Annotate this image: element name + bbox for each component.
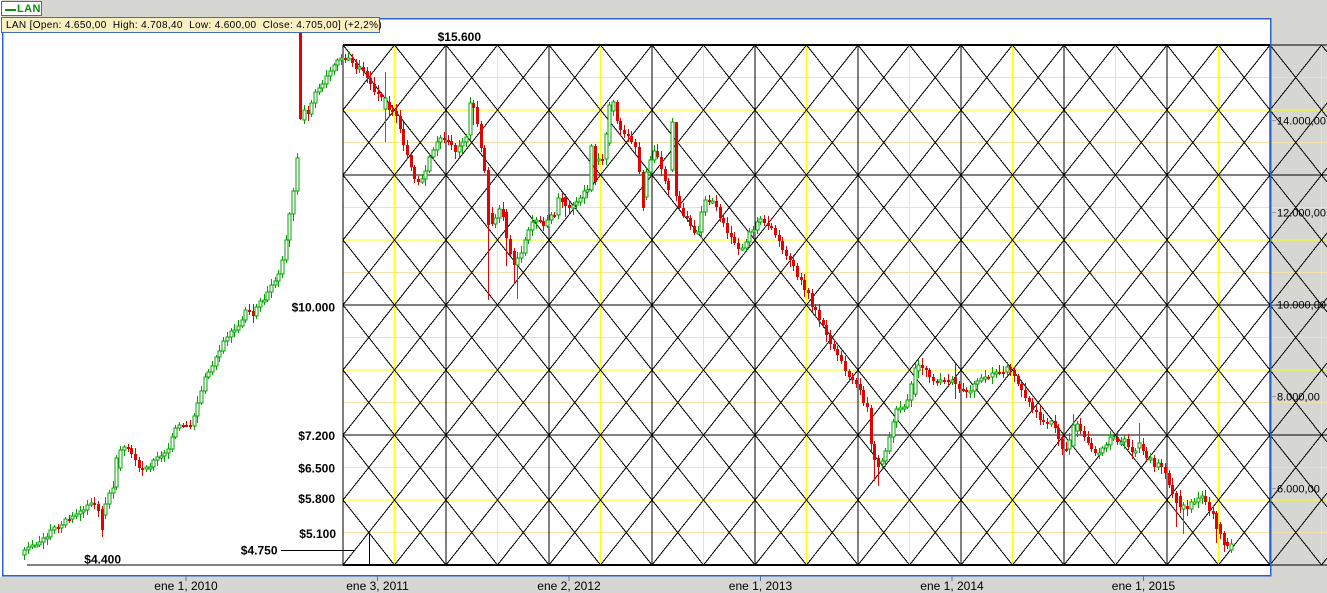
svg-text:ene 1, 2010: ene 1, 2010 (154, 579, 218, 593)
svg-text:$15.600: $15.600 (438, 30, 482, 44)
svg-text:12.000,00: 12.000,00 (1277, 208, 1326, 220)
svg-text:$5.800: $5.800 (298, 492, 335, 506)
svg-text:8.000,00: 8.000,00 (1277, 392, 1320, 404)
svg-text:14.000,00: 14.000,00 (1277, 116, 1326, 128)
svg-text:ene 1, 2015: ene 1, 2015 (1112, 579, 1176, 593)
svg-text:ene 1, 2014: ene 1, 2014 (920, 579, 984, 593)
svg-text:10.000,00: 10.000,00 (1277, 300, 1326, 312)
svg-text:$10.000: $10.000 (292, 301, 336, 315)
svg-text:6.000,00: 6.000,00 (1277, 484, 1320, 496)
svg-text:ene 3, 2011: ene 3, 2011 (346, 579, 409, 593)
svg-text:$7.200: $7.200 (298, 429, 335, 443)
svg-text:$6.500: $6.500 (298, 462, 335, 476)
svg-text:$5.100: $5.100 (299, 527, 336, 541)
svg-text:$4.750: $4.750 (241, 544, 278, 558)
svg-text:ene 2, 2012: ene 2, 2012 (537, 579, 601, 593)
svg-text:$4.400: $4.400 (84, 553, 121, 567)
svg-text:ene 1, 2013: ene 1, 2013 (729, 579, 793, 593)
